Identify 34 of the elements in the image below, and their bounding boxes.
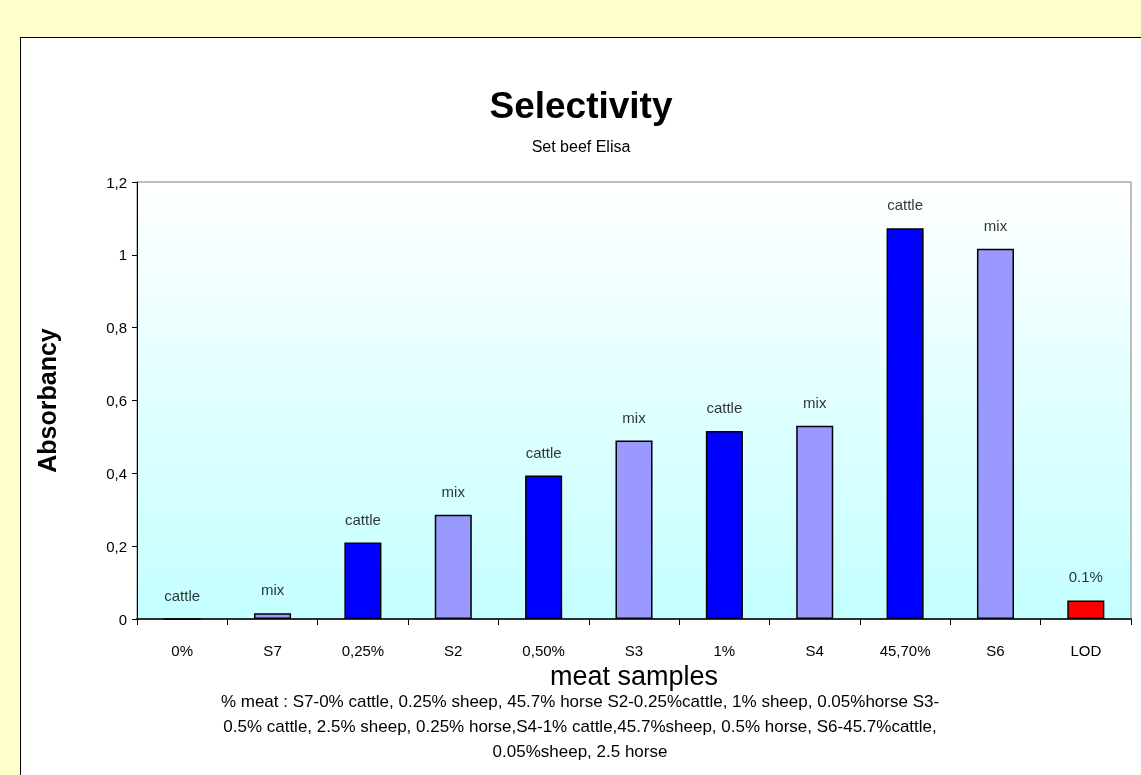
x-tick-label: S4 [805,642,824,659]
x-tick-label: 0% [171,642,194,659]
chart-title: Selectivity [489,85,673,126]
y-tick-label: 1,2 [106,173,127,191]
y-tick-label: 0,2 [106,537,127,555]
annotation: cattle [887,196,924,214]
y-tick-label: 0 [118,610,127,628]
x-tick-label: 0,50% [522,642,565,659]
x-tick-label: 1% [713,642,736,659]
annotation: mix [803,393,827,411]
x-tick-label: S6 [986,642,1005,659]
annotation: cattle [164,587,201,604]
text: % meat : S7-0% cattle, 0.25% sheep, 45.7% horse S2-0.25%cattle, 1% sheep, 0.05%horse S3-0.5% cattle, 2.5% sheep, 0.25% horse,S4-1% cattle,45.7%sheep, 0.5% horse, S6-45.7%cattle, 0.05%sheep, 2.5 horse [220,692,940,761]
annotation: cattle [706,399,743,417]
annotation: 0.1% [1068,568,1103,586]
annotation: mix [983,216,1008,234]
y-tick-label: 0,6 [106,392,127,409]
x-tick-label: 0,25% [341,642,385,659]
y-axis-title: Absorbancy [32,328,61,473]
y-tick-label: 1 [118,246,127,264]
x-tick-label: S3 [624,642,644,659]
y-tick-label: 0,8 [106,319,127,337]
x-tick-label: S7 [263,642,282,659]
annotation: cattle [344,510,381,528]
annotation: cattle [525,443,562,461]
annotation: mix [622,408,647,426]
annotation: mix [441,482,466,500]
x-tick-label: 45,70% [879,642,931,659]
annotation: mix [260,581,285,599]
x-tick-label: S2 [444,642,463,659]
x-tick-label: LOD [1070,642,1102,659]
y-tick-label: 0,4 [106,464,127,482]
chart-subtitle: Set beef Elisa [531,137,631,155]
x-axis-title: meat samples [549,661,719,692]
